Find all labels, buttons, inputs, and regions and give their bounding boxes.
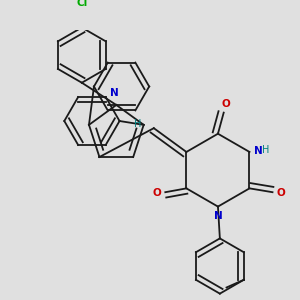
Text: H: H (262, 145, 269, 155)
Text: O: O (221, 99, 230, 109)
Text: O: O (276, 188, 285, 198)
Text: Cl: Cl (76, 0, 87, 8)
Text: N: N (254, 146, 263, 156)
Text: N: N (110, 88, 119, 98)
Text: N: N (214, 211, 222, 221)
Text: H: H (134, 119, 142, 129)
Text: O: O (153, 188, 161, 198)
